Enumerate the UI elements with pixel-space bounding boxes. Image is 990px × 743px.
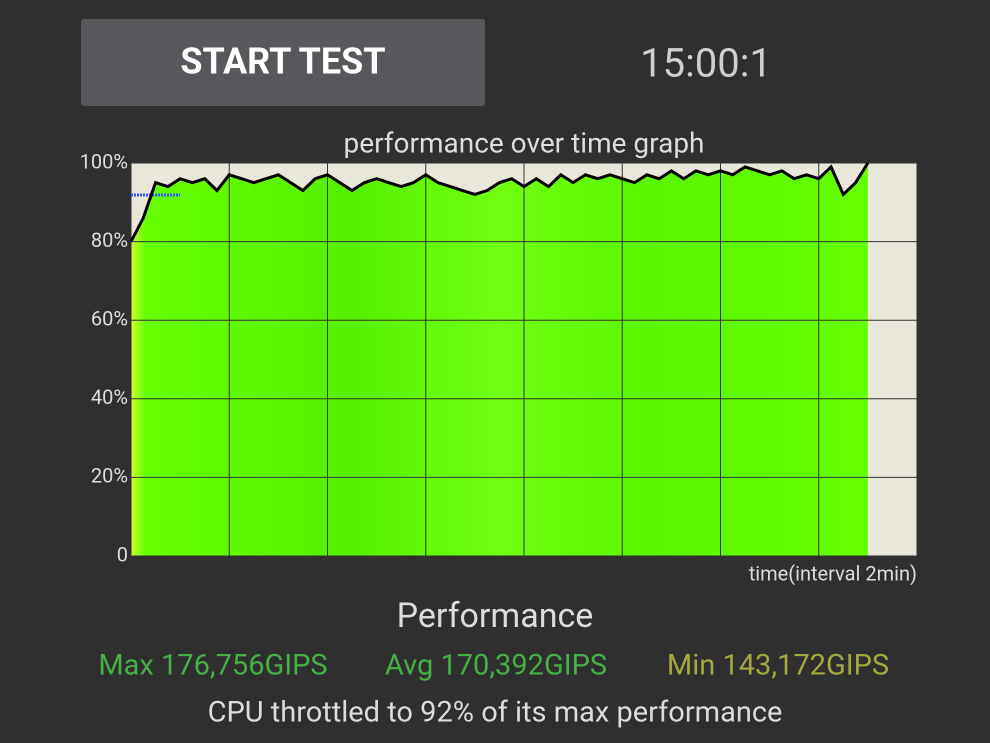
y-tick-label: 40% bbox=[91, 385, 128, 409]
min-value: Min 143,172GIPS bbox=[667, 649, 889, 683]
avg-value: Avg 170,392GIPS bbox=[385, 649, 607, 683]
max-value: Max 176,756GIPS bbox=[98, 649, 327, 683]
x-axis-label: time(interval 2min) bbox=[749, 561, 917, 585]
performance-line bbox=[129, 162, 870, 243]
timer: 15:00:1 bbox=[640, 40, 772, 87]
y-tick-label: 100% bbox=[80, 149, 128, 173]
button-label[interactable]: START TEST bbox=[180, 41, 385, 83]
y-tick-label: 20% bbox=[91, 464, 128, 488]
y-tick-label: 60% bbox=[91, 306, 128, 330]
area-fill bbox=[131, 163, 868, 556]
chart-title: performance over time graph bbox=[344, 126, 705, 159]
y-tick-label: 80% bbox=[91, 228, 128, 252]
summary-heading: Performance bbox=[397, 596, 594, 636]
start-button[interactable] bbox=[81, 19, 485, 106]
y-tick-label: 0 bbox=[117, 542, 128, 566]
throttle-message: CPU throttled to 92% of its max performa… bbox=[208, 696, 783, 730]
